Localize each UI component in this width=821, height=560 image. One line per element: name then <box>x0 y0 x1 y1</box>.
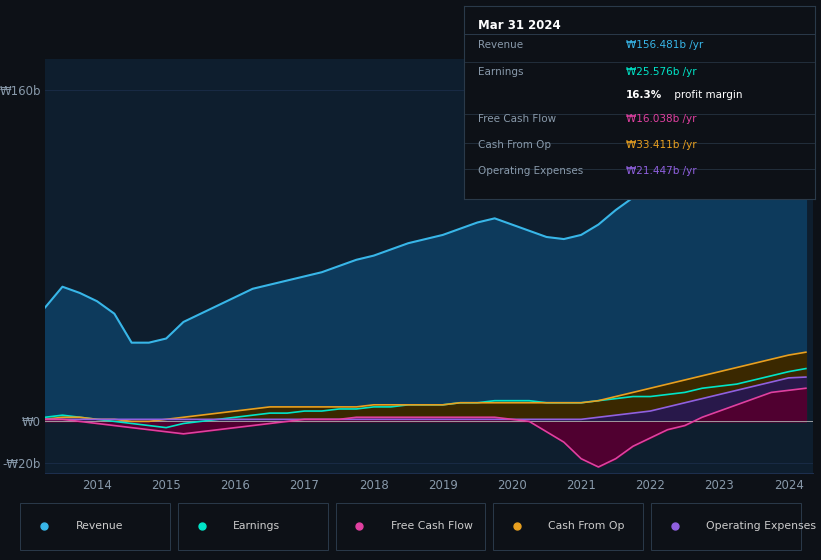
Text: Cash From Op: Cash From Op <box>478 140 551 150</box>
Text: ₩33.411b /yr: ₩33.411b /yr <box>626 140 696 150</box>
Bar <box>336 503 485 550</box>
Text: Revenue: Revenue <box>478 40 523 50</box>
Text: ₩156.481b /yr: ₩156.481b /yr <box>626 40 703 50</box>
Bar <box>178 503 328 550</box>
Text: profit margin: profit margin <box>672 90 743 100</box>
Text: Earnings: Earnings <box>478 67 524 77</box>
Text: Cash From Op: Cash From Op <box>548 521 625 531</box>
Bar <box>21 503 170 550</box>
Text: Earnings: Earnings <box>233 521 280 531</box>
Text: Mar 31 2024: Mar 31 2024 <box>478 19 561 32</box>
Text: ₩25.576b /yr: ₩25.576b /yr <box>626 67 696 77</box>
Bar <box>493 503 643 550</box>
Text: Operating Expenses: Operating Expenses <box>706 521 816 531</box>
Text: Operating Expenses: Operating Expenses <box>478 166 583 176</box>
Text: ₩16.038b /yr: ₩16.038b /yr <box>626 114 696 124</box>
Text: Free Cash Flow: Free Cash Flow <box>478 114 556 124</box>
Bar <box>651 503 800 550</box>
Text: Free Cash Flow: Free Cash Flow <box>391 521 473 531</box>
Text: ₩21.447b /yr: ₩21.447b /yr <box>626 166 696 176</box>
Text: 16.3%: 16.3% <box>626 90 662 100</box>
Text: Revenue: Revenue <box>76 521 123 531</box>
